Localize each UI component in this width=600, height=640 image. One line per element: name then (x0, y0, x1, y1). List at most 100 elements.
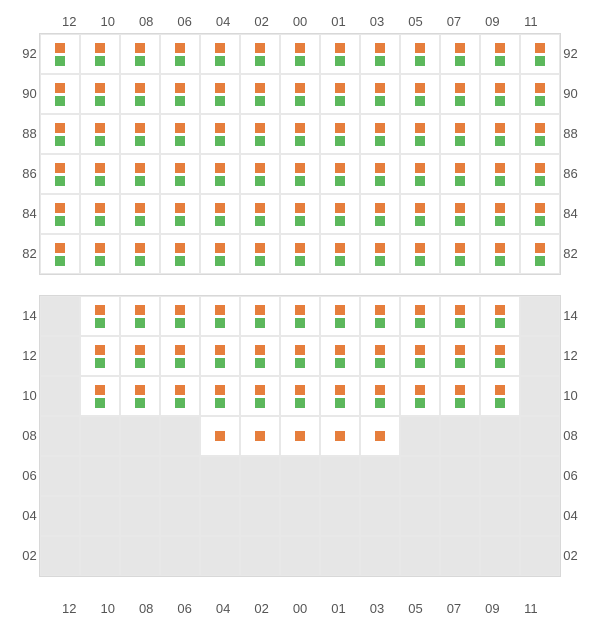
slot-cell[interactable] (520, 34, 560, 74)
slot-cell[interactable] (480, 376, 520, 416)
slot-cell[interactable] (160, 234, 200, 274)
slot-cell[interactable] (520, 194, 560, 234)
slot-cell[interactable] (240, 376, 280, 416)
slot-cell[interactable] (360, 416, 400, 456)
slot-cell[interactable] (360, 74, 400, 114)
slot-cell[interactable] (120, 154, 160, 194)
slot-cell[interactable] (80, 376, 120, 416)
slot-cell[interactable] (240, 154, 280, 194)
slot-cell[interactable] (320, 336, 360, 376)
slot-cell[interactable] (200, 194, 240, 234)
slot-cell[interactable] (360, 34, 400, 74)
slot-cell[interactable] (280, 234, 320, 274)
slot-cell[interactable] (440, 114, 480, 154)
slot-cell[interactable] (440, 154, 480, 194)
slot-cell[interactable] (520, 74, 560, 114)
slot-cell[interactable] (320, 34, 360, 74)
slot-cell[interactable] (160, 194, 200, 234)
slot-cell[interactable] (80, 296, 120, 336)
slot-cell[interactable] (320, 416, 360, 456)
slot-cell[interactable] (480, 234, 520, 274)
slot-cell[interactable] (200, 74, 240, 114)
slot-cell[interactable] (440, 74, 480, 114)
slot-cell[interactable] (200, 376, 240, 416)
slot-cell[interactable] (440, 234, 480, 274)
slot-cell[interactable] (360, 154, 400, 194)
slot-cell[interactable] (80, 114, 120, 154)
slot-cell[interactable] (160, 296, 200, 336)
slot-cell[interactable] (520, 234, 560, 274)
slot-cell[interactable] (40, 154, 80, 194)
slot-cell[interactable] (480, 336, 520, 376)
slot-cell[interactable] (240, 34, 280, 74)
slot-cell[interactable] (320, 376, 360, 416)
slot-cell[interactable] (280, 336, 320, 376)
slot-cell[interactable] (360, 114, 400, 154)
slot-cell[interactable] (160, 74, 200, 114)
slot-cell[interactable] (120, 376, 160, 416)
slot-cell[interactable] (480, 194, 520, 234)
slot-cell[interactable] (200, 336, 240, 376)
slot-cell[interactable] (80, 74, 120, 114)
slot-cell[interactable] (480, 74, 520, 114)
slot-cell[interactable] (440, 296, 480, 336)
slot-cell[interactable] (240, 234, 280, 274)
slot-cell[interactable] (40, 194, 80, 234)
slot-cell[interactable] (80, 194, 120, 234)
slot-cell[interactable] (400, 376, 440, 416)
slot-cell[interactable] (160, 376, 200, 416)
slot-cell[interactable] (200, 296, 240, 336)
slot-cell[interactable] (440, 34, 480, 74)
slot-cell[interactable] (80, 234, 120, 274)
slot-cell[interactable] (240, 296, 280, 336)
slot-cell[interactable] (160, 336, 200, 376)
slot-cell[interactable] (400, 34, 440, 74)
slot-cell[interactable] (360, 234, 400, 274)
slot-cell[interactable] (480, 154, 520, 194)
slot-cell[interactable] (400, 296, 440, 336)
slot-cell[interactable] (40, 234, 80, 274)
slot-cell[interactable] (400, 114, 440, 154)
slot-cell[interactable] (200, 34, 240, 74)
slot-cell[interactable] (400, 74, 440, 114)
slot-cell[interactable] (280, 114, 320, 154)
slot-cell[interactable] (240, 336, 280, 376)
slot-cell[interactable] (320, 296, 360, 336)
slot-cell[interactable] (440, 336, 480, 376)
slot-cell[interactable] (200, 114, 240, 154)
slot-cell[interactable] (280, 74, 320, 114)
slot-cell[interactable] (400, 234, 440, 274)
slot-cell[interactable] (240, 416, 280, 456)
slot-cell[interactable] (200, 234, 240, 274)
slot-cell[interactable] (160, 114, 200, 154)
slot-cell[interactable] (40, 74, 80, 114)
slot-cell[interactable] (360, 194, 400, 234)
slot-cell[interactable] (240, 194, 280, 234)
slot-cell[interactable] (200, 154, 240, 194)
slot-cell[interactable] (120, 336, 160, 376)
slot-cell[interactable] (360, 376, 400, 416)
slot-cell[interactable] (320, 154, 360, 194)
slot-cell[interactable] (400, 154, 440, 194)
slot-cell[interactable] (480, 34, 520, 74)
slot-cell[interactable] (520, 114, 560, 154)
slot-cell[interactable] (480, 114, 520, 154)
slot-cell[interactable] (120, 194, 160, 234)
slot-cell[interactable] (520, 154, 560, 194)
slot-cell[interactable] (160, 154, 200, 194)
slot-cell[interactable] (80, 34, 120, 74)
slot-cell[interactable] (360, 296, 400, 336)
slot-cell[interactable] (280, 34, 320, 74)
slot-cell[interactable] (80, 336, 120, 376)
slot-cell[interactable] (80, 154, 120, 194)
slot-cell[interactable] (360, 336, 400, 376)
slot-cell[interactable] (440, 194, 480, 234)
slot-cell[interactable] (480, 296, 520, 336)
slot-cell[interactable] (120, 34, 160, 74)
slot-cell[interactable] (280, 194, 320, 234)
slot-cell[interactable] (320, 114, 360, 154)
slot-cell[interactable] (320, 74, 360, 114)
slot-cell[interactable] (440, 376, 480, 416)
slot-cell[interactable] (400, 194, 440, 234)
slot-cell[interactable] (280, 296, 320, 336)
